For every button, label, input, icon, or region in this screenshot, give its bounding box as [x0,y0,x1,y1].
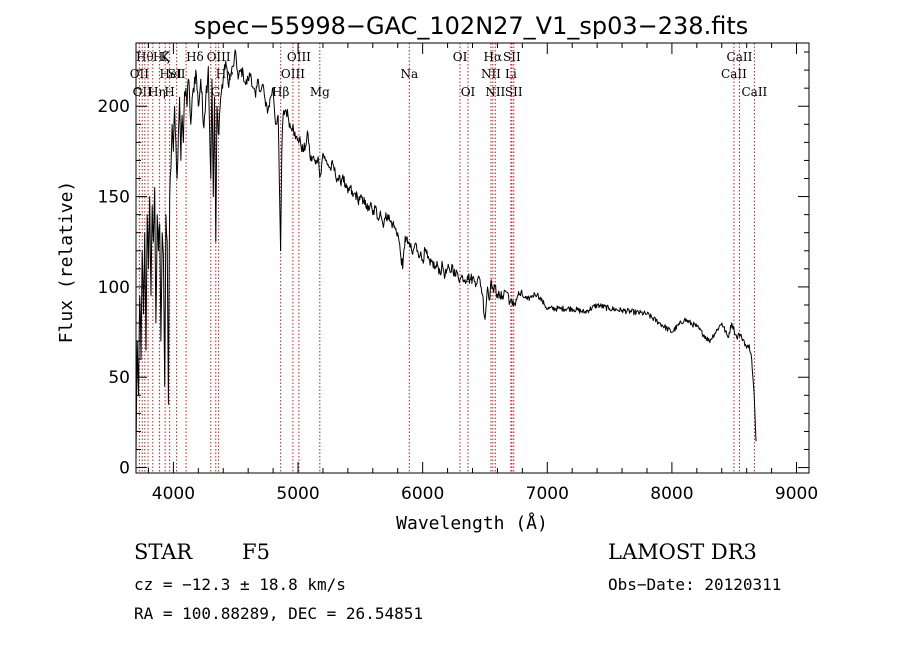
y-axis-label: Flux (relative) [56,181,77,344]
spectrum-line [135,49,757,459]
marker-label-6: K [161,50,171,64]
y-tick-label-200: 200 [98,97,130,117]
marker-label-4: Hζ [153,50,170,64]
object-subclass: F5 [242,540,270,564]
x-tick-label-5000: 5000 [276,484,319,504]
line-markers: OIIOIIHθHηHζHeIKHSIIHδGHγOIIIHβOIIIOIIIM… [130,43,768,473]
marker-label-5: HeI [160,67,183,81]
marker-label-17: Na [400,67,418,81]
marker-label-23: Li [505,67,517,81]
x-tick-label-7000: 7000 [526,484,569,504]
marker-label-19: OI [461,85,476,99]
marker-label-11: Hγ [216,67,234,81]
y-tick-label-50: 50 [108,368,130,388]
marker-label-25: SII [505,85,523,99]
marker-label-22: NII [485,85,505,99]
x-tick-label-6000: 6000 [401,484,444,504]
y-tick-label-150: 150 [98,188,130,208]
y-axis-ticks: 0 50 100 150 200 [98,51,809,479]
redshift-cz: cz = −12.3 ± 18.8 km/s [134,575,346,594]
marker-label-3: Hη [148,85,166,99]
marker-label-8: SII [168,67,186,81]
marker-label-12: OIII [207,50,231,64]
marker-label-21: Hα [484,50,503,64]
marker-label-27: CaII [727,50,753,64]
chart-title: spec−55998−GAC_102N27_V1_sp03−238.fits [194,12,748,40]
x-axis-label: Wavelength (Å) [396,512,548,534]
x-tick-label-9000: 9000 [775,484,818,504]
marker-label-9: Hδ [186,50,204,64]
survey-name: LAMOST DR3 [608,540,757,564]
marker-label-28: CaII [741,85,767,99]
plot-frame [135,42,810,474]
y-tick-label-0: 0 [119,459,130,479]
x-tick-label-4000: 4000 [152,484,195,504]
object-class: STAR [134,540,193,564]
y-tick-label-100: 100 [98,278,130,298]
spectrum-series [135,49,757,459]
marker-label-13: Hβ [272,85,289,99]
marker-label-20: NII [481,67,501,81]
observation-date: Obs−Date: 20120311 [608,575,782,594]
marker-label-18: OI [453,50,468,64]
marker-label-24: SII [503,50,521,64]
marker-label-15: OIII [287,50,311,64]
marker-label-26: CaII [721,67,747,81]
marker-label-14: OIII [281,67,305,81]
marker-label-16: Mg [310,85,330,99]
x-tick-label-8000: 8000 [650,484,693,504]
sky-coordinates: RA = 100.88289, DEC = 26.54851 [134,604,423,623]
x-axis-ticks: 4000 5000 6000 7000 8000 9000 [147,43,818,504]
marker-label-2: Hθ [136,50,154,64]
marker-label-7: H [164,85,174,99]
marker-label-0: OII [130,67,150,81]
